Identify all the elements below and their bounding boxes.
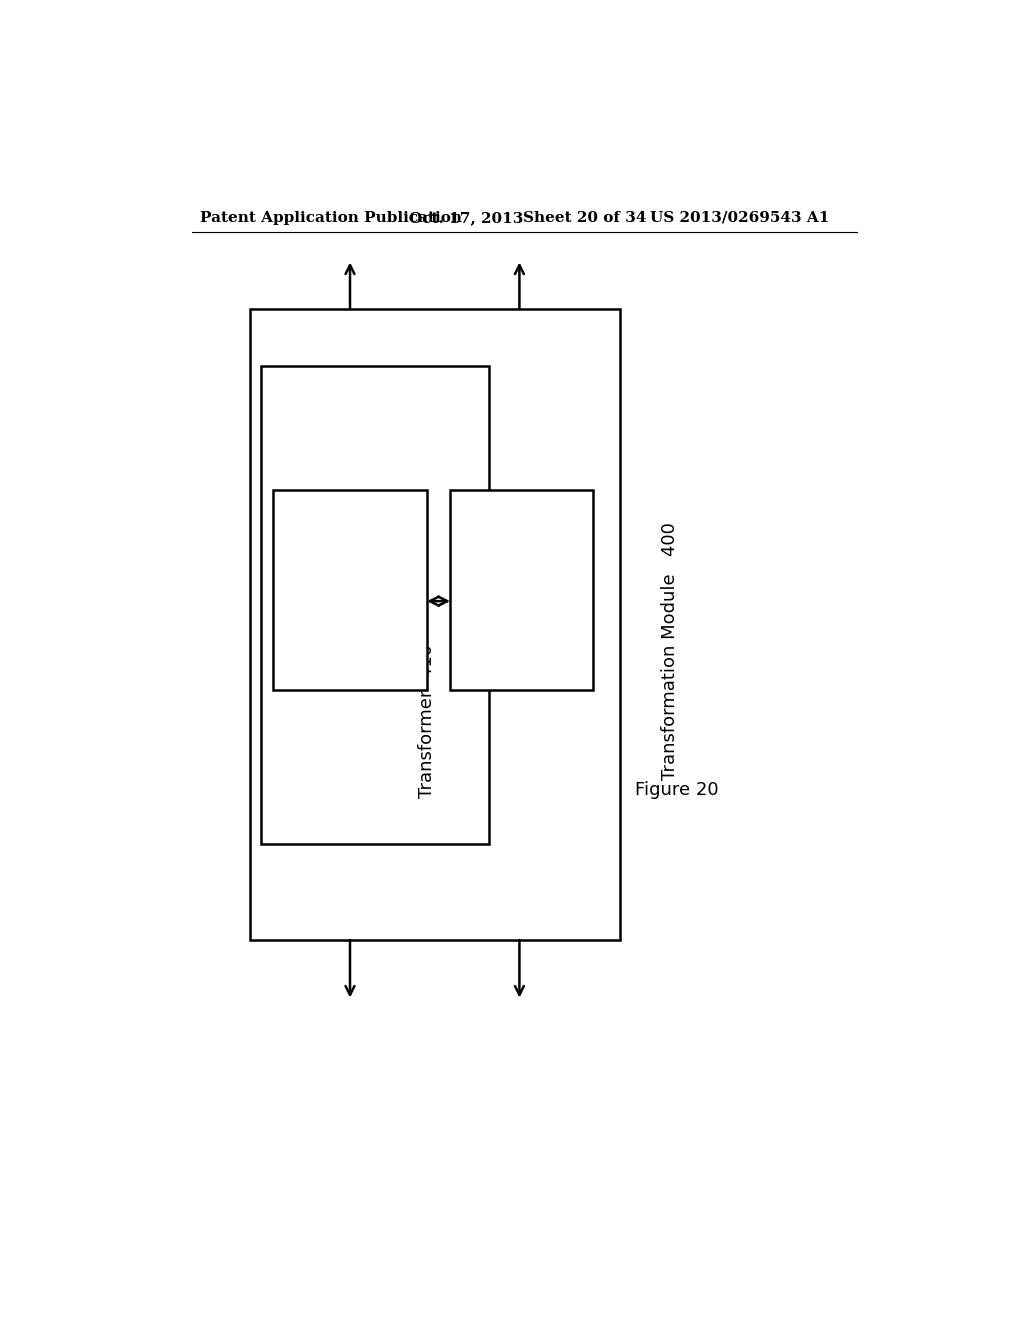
- Text: Oct. 17, 2013: Oct. 17, 2013: [410, 211, 523, 224]
- Text: Module: Module: [488, 598, 554, 615]
- Bar: [250, 309, 620, 940]
- Text: US 2013/0269543 A1: US 2013/0269543 A1: [650, 211, 829, 224]
- Text: Information: Information: [469, 553, 573, 570]
- Text: Patent Application Publication: Patent Application Publication: [200, 211, 462, 224]
- Text: 430: 430: [560, 672, 590, 686]
- Text: Transmission: Transmission: [463, 576, 580, 594]
- Text: Transformer  410: Transformer 410: [418, 644, 436, 797]
- Text: Substance: Substance: [303, 589, 397, 606]
- Bar: [261, 367, 488, 843]
- Bar: [273, 490, 427, 689]
- Text: 420: 420: [395, 672, 424, 686]
- Bar: [451, 490, 593, 689]
- Text: Nutritional: Nutritional: [302, 566, 397, 585]
- Text: Transformation Module   400: Transformation Module 400: [660, 523, 679, 780]
- Text: Figure 20: Figure 20: [636, 781, 719, 799]
- Text: Sheet 20 of 34: Sheet 20 of 34: [523, 211, 647, 224]
